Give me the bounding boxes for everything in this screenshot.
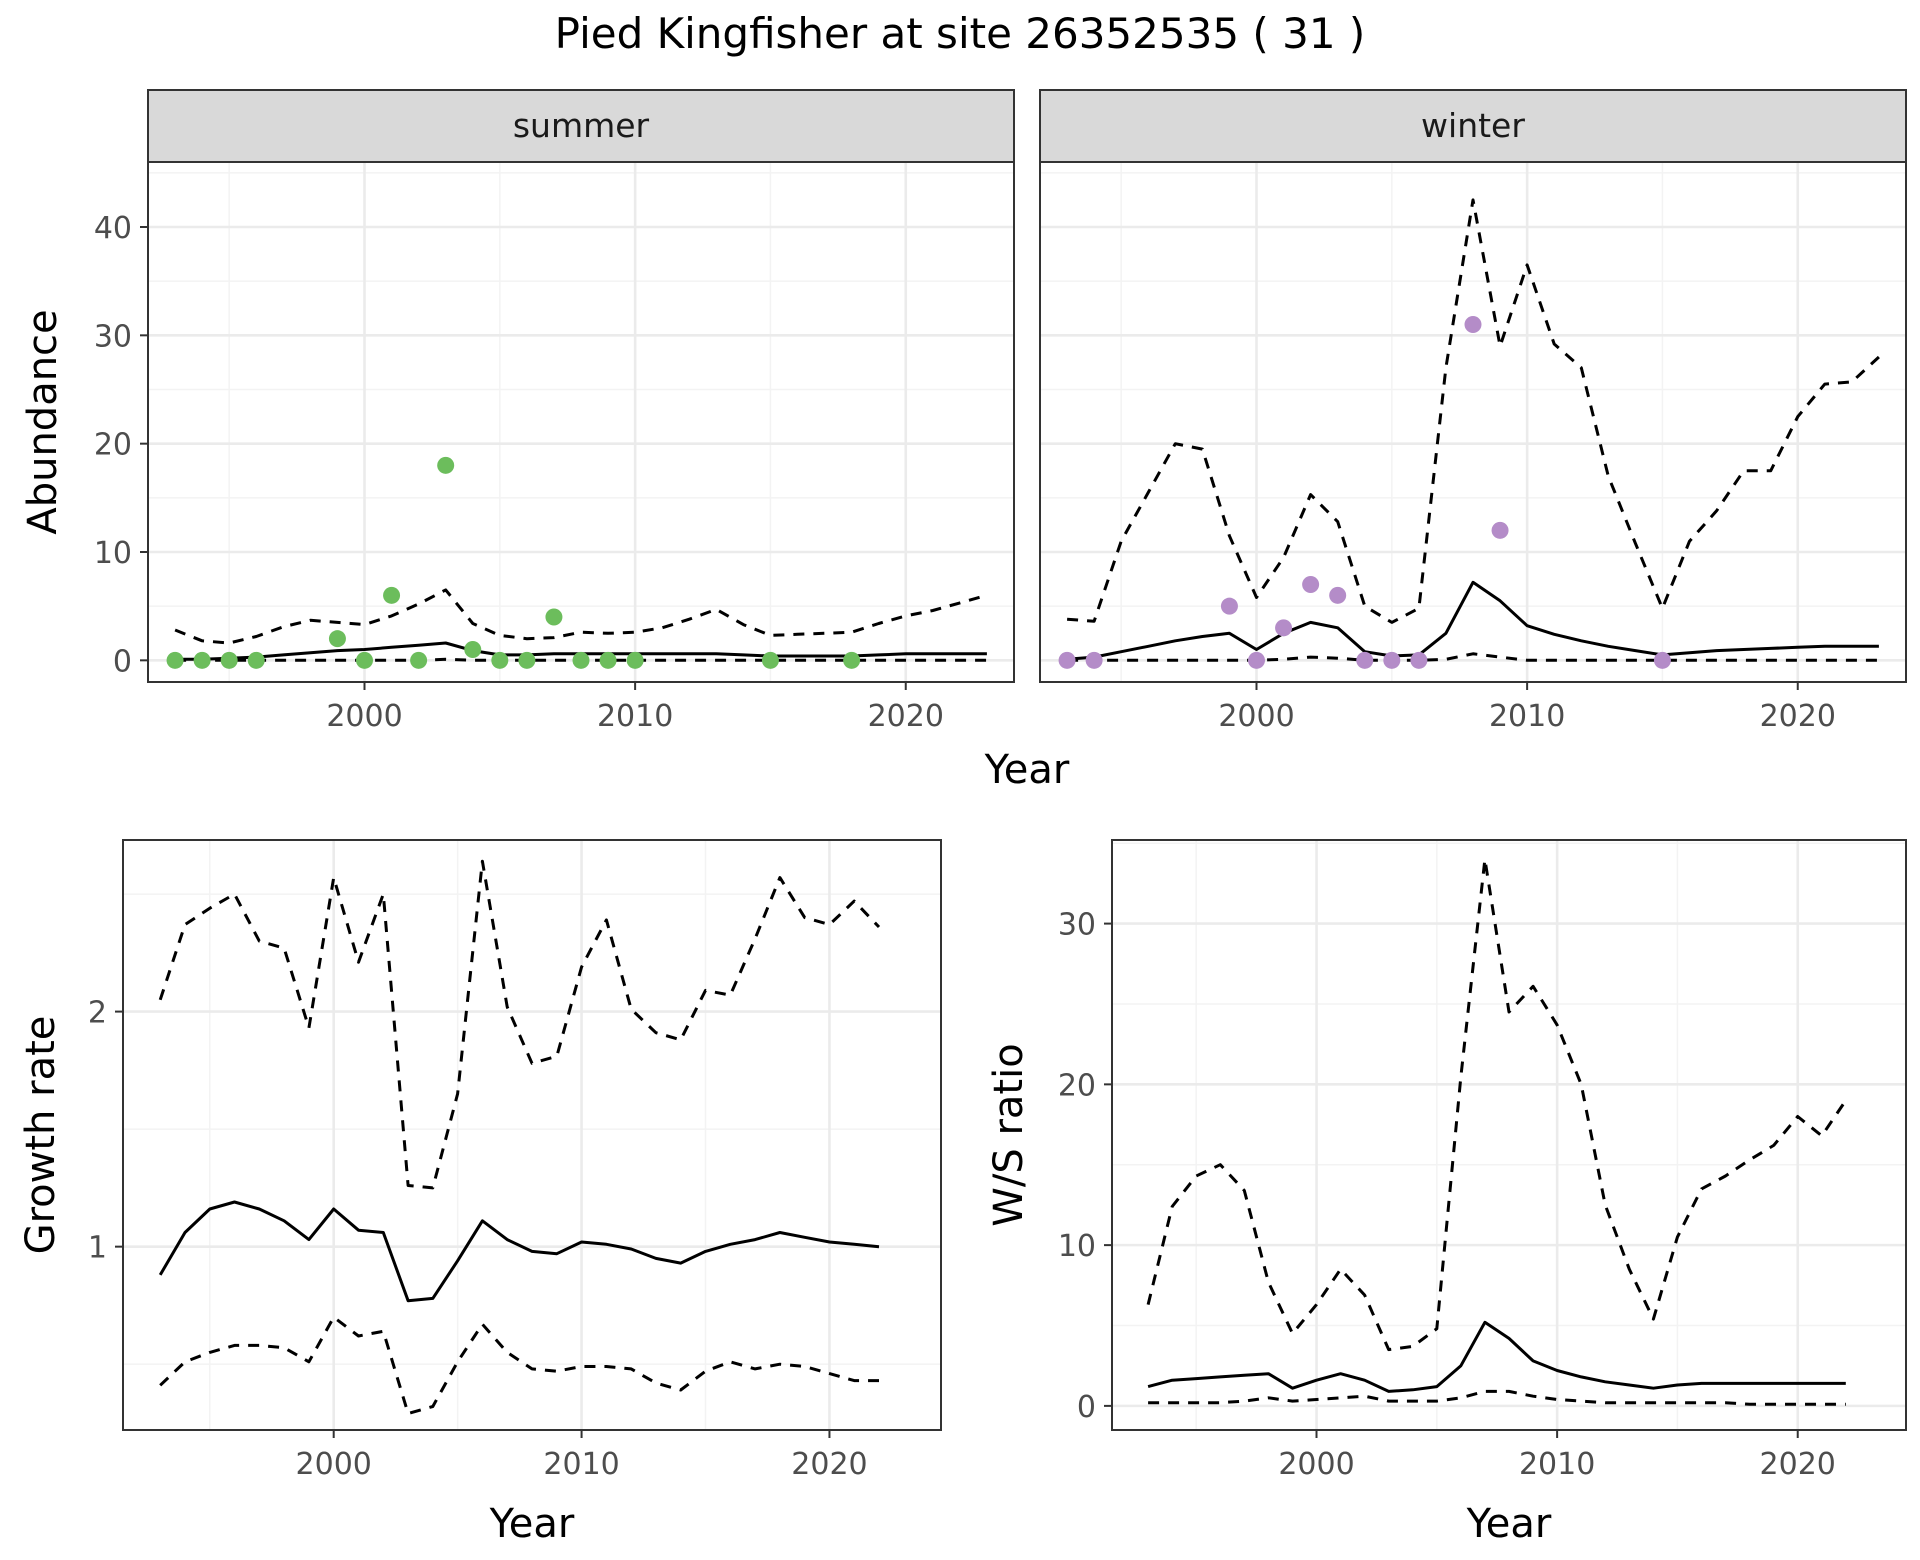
panel-border (122, 839, 942, 1431)
panel-border (1111, 839, 1907, 1431)
x-tick-label: 2020 (791, 1447, 867, 1482)
y-axis-title-growth: Growth rate (18, 1016, 64, 1255)
data-point (1275, 619, 1293, 637)
series-line-bound-1 (1146, 857, 1848, 1352)
series-line-bound-2 (159, 1315, 879, 1415)
x-tick-label: 2010 (1489, 699, 1565, 734)
data-point (599, 651, 617, 669)
series-line-bound-1 (158, 859, 881, 1190)
series-line-estimate-0 (1147, 1320, 1846, 1393)
y-tick-label: 0 (113, 644, 132, 679)
facet-strip-label: summer (513, 106, 650, 145)
y-tick-label: 2 (88, 996, 107, 1031)
data-point (1248, 651, 1265, 669)
x-tick-label: 2020 (1760, 1447, 1836, 1482)
data-point (383, 586, 401, 604)
y-tick-label: 30 (1058, 908, 1096, 943)
x-tick-label: 2000 (1218, 699, 1294, 734)
data-point (626, 651, 644, 669)
x-tick-label: 2000 (1278, 1447, 1354, 1482)
x-tick-label: 2010 (1519, 1447, 1595, 1482)
x-tick-label: 2010 (597, 699, 673, 734)
x-tick-label: 2020 (868, 699, 944, 734)
panel-ws_ratio: 2000 2010 2020 0 10 20 30 (1058, 839, 1907, 1482)
facet-strip (1039, 89, 1907, 163)
data-point (1464, 316, 1482, 333)
data-point (1085, 651, 1103, 669)
data-point (410, 651, 428, 669)
y-tick-label: 0 (1077, 1390, 1096, 1425)
y-tick-label: 40 (94, 211, 132, 246)
data-point (545, 608, 563, 626)
data-point (1653, 651, 1671, 669)
data-point (356, 651, 373, 669)
data-point (220, 651, 238, 669)
facet-strip-label: winter (1421, 106, 1525, 145)
panel-winter: winter 2000 2010 2020 (1039, 89, 1907, 734)
panel-growth: 2000 2010 2020 1 2 (88, 839, 942, 1482)
series-line-estimate-0 (158, 1200, 880, 1303)
data-point (1058, 651, 1076, 669)
data-point (166, 651, 184, 669)
y-tick-label: 20 (94, 428, 132, 463)
data-point (328, 630, 346, 648)
data-point (491, 651, 509, 669)
y-tick-label: 30 (94, 319, 132, 354)
x-tick-label: 2020 (1760, 699, 1836, 734)
data-point (464, 641, 482, 658)
series-line-bound-1 (1066, 198, 1880, 624)
y-tick-label: 20 (1058, 1068, 1096, 1103)
data-point (193, 651, 211, 669)
series-line-bound-2 (1148, 1389, 1846, 1406)
data-point (843, 651, 861, 669)
data-point (1220, 597, 1238, 615)
y-tick-label: 10 (94, 536, 132, 571)
x-tick-label: 2010 (543, 1447, 619, 1482)
series-line-bound-1 (174, 588, 988, 645)
y-axis-title-ws: W/S ratio (986, 1043, 1032, 1226)
data-point (1329, 586, 1347, 604)
x-axis-title-ws: Year (1466, 1501, 1552, 1547)
data-point (572, 651, 590, 669)
data-point (1410, 651, 1428, 669)
data-point (1491, 521, 1509, 539)
facet-strip (147, 89, 1015, 163)
data-point (247, 651, 265, 669)
data-point (1383, 651, 1401, 669)
series-line-estimate-0 (1066, 580, 1879, 661)
chart-title: Pied Kingfisher at site 26352535 ( 31 ) (555, 9, 1366, 58)
panel-summer: summer 2000 2010 2020 0 10 20 30 40 (94, 89, 1015, 734)
y-tick-label: 1 (88, 1231, 107, 1266)
data-point (1356, 651, 1374, 669)
x-tick-label: 2000 (296, 1447, 372, 1482)
series-line-bound-2 (1067, 652, 1879, 662)
data-point (518, 651, 536, 669)
data-point (761, 651, 779, 669)
y-axis-title-abundance: Abundance (20, 309, 66, 534)
data-point (437, 456, 455, 474)
data-point (1302, 576, 1320, 593)
x-tick-label: 2000 (326, 699, 402, 734)
x-axis-title-growth: Year (489, 1501, 575, 1547)
y-tick-label: 10 (1058, 1229, 1096, 1264)
x-axis-title-top: Year (984, 747, 1070, 793)
